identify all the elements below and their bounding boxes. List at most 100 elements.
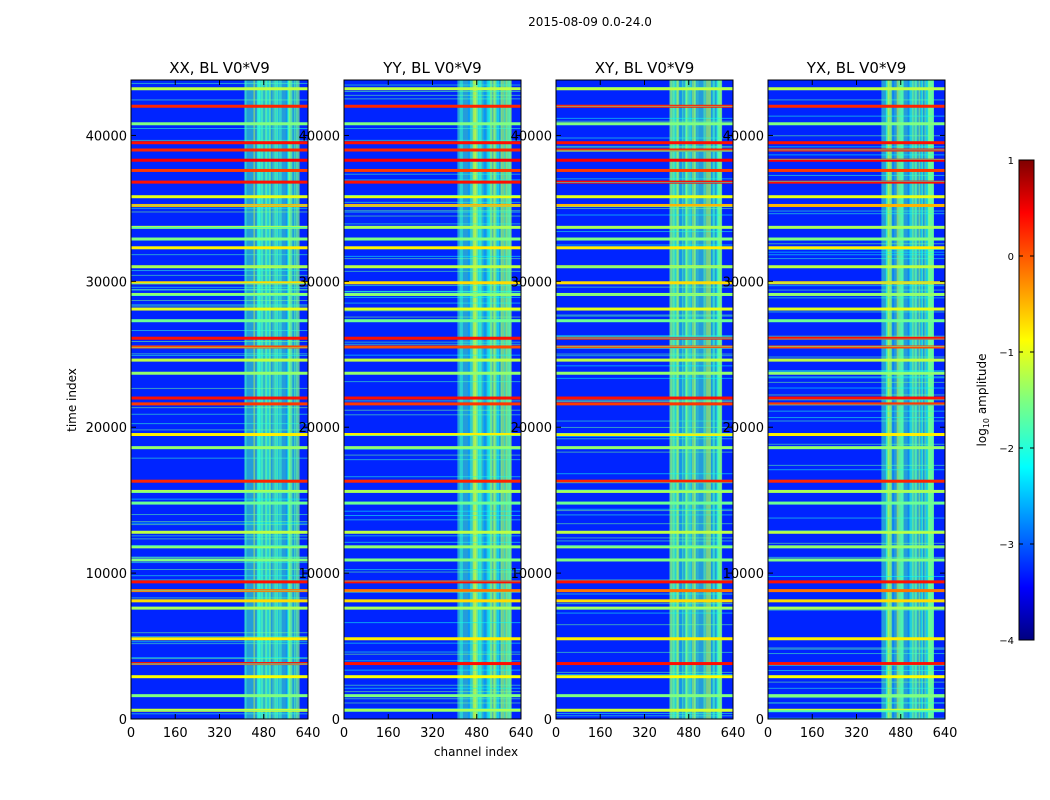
time-line [344, 684, 521, 686]
colorbar: 10−1−2−3−4 log10 amplitude [975, 156, 1035, 647]
y-tick-label: 20000 [723, 421, 764, 436]
time-band [131, 358, 308, 362]
time-band [344, 446, 521, 450]
time-band [556, 580, 733, 584]
time-line [768, 464, 945, 466]
time-band [131, 479, 308, 483]
y-tick-label: 40000 [723, 129, 764, 144]
time-line [344, 341, 521, 343]
time-line [556, 473, 733, 475]
time-band [131, 237, 308, 241]
time-band [344, 122, 521, 126]
time-line [768, 394, 945, 396]
time-line [344, 255, 521, 257]
x-tick-label: 160 [163, 726, 188, 741]
time-band [768, 675, 945, 679]
time-line [131, 294, 308, 296]
time-line [131, 387, 308, 389]
x-tick-label: 640 [933, 726, 958, 741]
time-line [344, 459, 521, 461]
time-band [556, 637, 733, 641]
time-line [768, 335, 945, 337]
time-line [344, 687, 521, 689]
time-band [768, 307, 945, 311]
time-band [131, 599, 308, 603]
time-line [131, 575, 308, 577]
time-line [556, 286, 733, 288]
time-line [131, 286, 308, 288]
time-line [131, 283, 308, 285]
time-line [131, 139, 308, 141]
time-line [768, 254, 945, 256]
time-line [344, 541, 521, 543]
time-line [131, 663, 308, 665]
time-line [556, 335, 733, 337]
time-band [344, 148, 521, 152]
time-line [344, 302, 521, 304]
time-line [344, 285, 521, 287]
time-line [768, 376, 945, 378]
time-line [131, 636, 308, 638]
time-line [768, 251, 945, 253]
time-line [131, 127, 308, 129]
time-line [556, 426, 733, 428]
time-band [556, 545, 733, 549]
x-tick-label: 640 [509, 726, 534, 741]
time-band [556, 433, 733, 437]
time-band [768, 402, 945, 406]
time-band [768, 195, 945, 199]
time-band [131, 148, 308, 152]
time-band [344, 307, 521, 311]
colorbar-ticks: 1 0 −1 −2 −3 −4 [999, 156, 1034, 647]
time-band [344, 694, 521, 698]
time-band [556, 599, 733, 603]
colorbar-tick-label: 0 [1008, 252, 1014, 263]
time-line [131, 491, 308, 493]
time-band [768, 694, 945, 698]
time-line [556, 336, 733, 338]
heatmap-image [344, 80, 521, 719]
time-band [131, 371, 308, 375]
time-line [344, 205, 521, 207]
time-line [556, 294, 733, 296]
time-band [556, 662, 733, 666]
time-line [344, 316, 521, 318]
time-band [131, 580, 308, 584]
time-line [131, 330, 308, 332]
time-band [344, 637, 521, 641]
time-band [768, 265, 945, 269]
time-line [768, 664, 945, 666]
time-band [556, 371, 733, 375]
time-line [131, 207, 308, 209]
time-line [131, 423, 308, 425]
time-band [556, 307, 733, 311]
time-band [768, 246, 945, 250]
time-line [768, 146, 945, 148]
time-band [556, 489, 733, 493]
y-tick-label: 20000 [299, 421, 340, 436]
panel-title: XX, BL V0*V9 [169, 59, 270, 77]
time-line [131, 643, 308, 645]
time-line [556, 612, 733, 614]
time-line [556, 266, 733, 268]
time-line [768, 289, 945, 291]
time-band [344, 246, 521, 250]
time-line [131, 289, 308, 291]
time-line [556, 608, 733, 610]
time-line [131, 299, 308, 301]
time-band [768, 599, 945, 603]
time-band [768, 433, 945, 437]
time-line [131, 524, 308, 526]
time-line [768, 647, 945, 649]
time-band [344, 168, 521, 172]
time-line [556, 399, 733, 401]
time-band [131, 281, 308, 285]
time-band [131, 336, 308, 340]
time-line [344, 651, 521, 653]
time-band [768, 358, 945, 362]
time-line [344, 642, 521, 644]
time-line [344, 296, 521, 298]
time-band [768, 237, 945, 241]
time-line [131, 562, 308, 564]
time-line [768, 371, 945, 373]
